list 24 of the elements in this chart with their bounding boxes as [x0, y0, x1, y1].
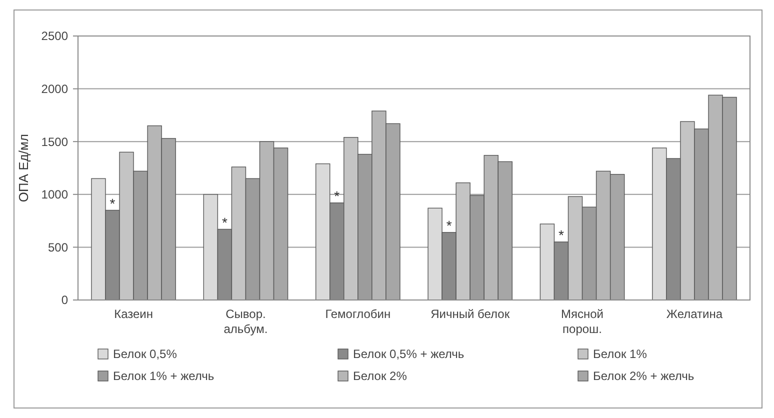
x-tick-label: Гемоглобин — [325, 307, 391, 321]
annotation: * — [446, 218, 452, 234]
y-tick-label: 1500 — [41, 134, 68, 149]
annotation: * — [558, 227, 565, 244]
y-tick-label: 2000 — [41, 82, 68, 96]
legend-label: Белок 2% + желчь — [593, 369, 694, 383]
x-tick-label: Яичный белок — [430, 307, 510, 321]
legend-label: Белок 2% — [353, 369, 408, 383]
annotation: * — [222, 214, 228, 230]
y-tick-label: 0 — [61, 293, 68, 308]
legend-label: Белок 0,5% — [113, 347, 178, 361]
x-tick-label: Мясной порош. — [561, 307, 604, 336]
legend-label: Белок 0,5% + желчь — [353, 347, 464, 361]
y-axis-title: ОПА Ед/мл — [16, 134, 31, 202]
y-tick-label: 500 — [48, 240, 68, 254]
annotation: * — [334, 188, 340, 204]
x-tick-label: Казеин — [114, 307, 153, 321]
legend-label: Белок 1% — [593, 347, 648, 361]
y-tick-label: 2500 — [41, 29, 68, 44]
x-tick-label: Желатина — [666, 307, 723, 321]
x-tick-label: Сывор. альбум. — [224, 307, 268, 336]
legend-label: Белок 1% + желчь — [113, 369, 214, 383]
y-tick-label: 1000 — [41, 188, 68, 202]
annotation: * — [110, 195, 116, 212]
